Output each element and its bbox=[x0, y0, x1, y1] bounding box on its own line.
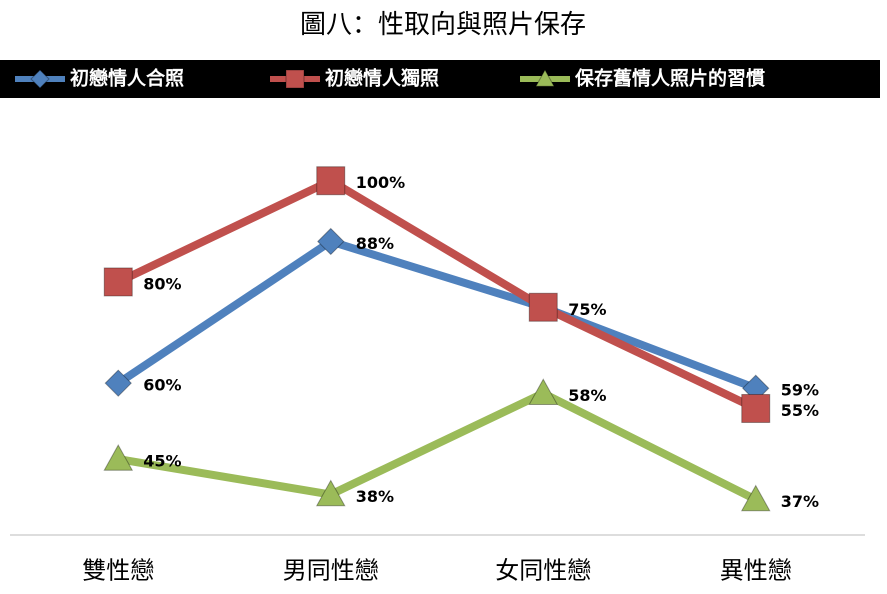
marker bbox=[741, 393, 771, 423]
marker bbox=[104, 369, 132, 397]
marker bbox=[740, 484, 771, 512]
data-label: 100% bbox=[356, 173, 405, 192]
data-label: 80% bbox=[143, 274, 181, 293]
data-label: 60% bbox=[143, 376, 181, 395]
legend-label: 保存舊情人照片的習慣 bbox=[574, 67, 765, 90]
x-tick-label: 雙性戀 bbox=[82, 557, 154, 585]
data-label: 59% bbox=[781, 381, 819, 400]
data-label: 45% bbox=[143, 452, 181, 471]
x-tick-label: 男同性戀 bbox=[283, 557, 379, 585]
marker bbox=[316, 166, 346, 196]
x-tick-label: 女同性戀 bbox=[495, 557, 591, 585]
series-line bbox=[116, 237, 758, 392]
series-line bbox=[116, 176, 758, 413]
data-label: 75% bbox=[568, 300, 606, 319]
x-tick-label: 異性戀 bbox=[720, 557, 792, 585]
marker bbox=[528, 292, 558, 322]
marker bbox=[30, 69, 50, 89]
data-label: 88% bbox=[356, 234, 394, 253]
data-label: 58% bbox=[568, 386, 606, 405]
data-label: 55% bbox=[781, 401, 819, 420]
marker bbox=[528, 378, 559, 405]
marker bbox=[103, 444, 134, 471]
marker bbox=[285, 69, 305, 89]
legend-background bbox=[0, 60, 880, 98]
chart-title: 圖八：性取向與照片保存 bbox=[300, 10, 586, 40]
marker bbox=[317, 227, 345, 256]
marker bbox=[315, 479, 346, 507]
series-line bbox=[117, 389, 758, 504]
data-label: 38% bbox=[356, 487, 394, 506]
legend-label: 初戀情人獨照 bbox=[325, 67, 439, 90]
legend-label: 初戀情人合照 bbox=[70, 67, 184, 90]
data-label: 37% bbox=[781, 492, 819, 511]
marker bbox=[535, 68, 555, 87]
marker bbox=[103, 267, 133, 297]
